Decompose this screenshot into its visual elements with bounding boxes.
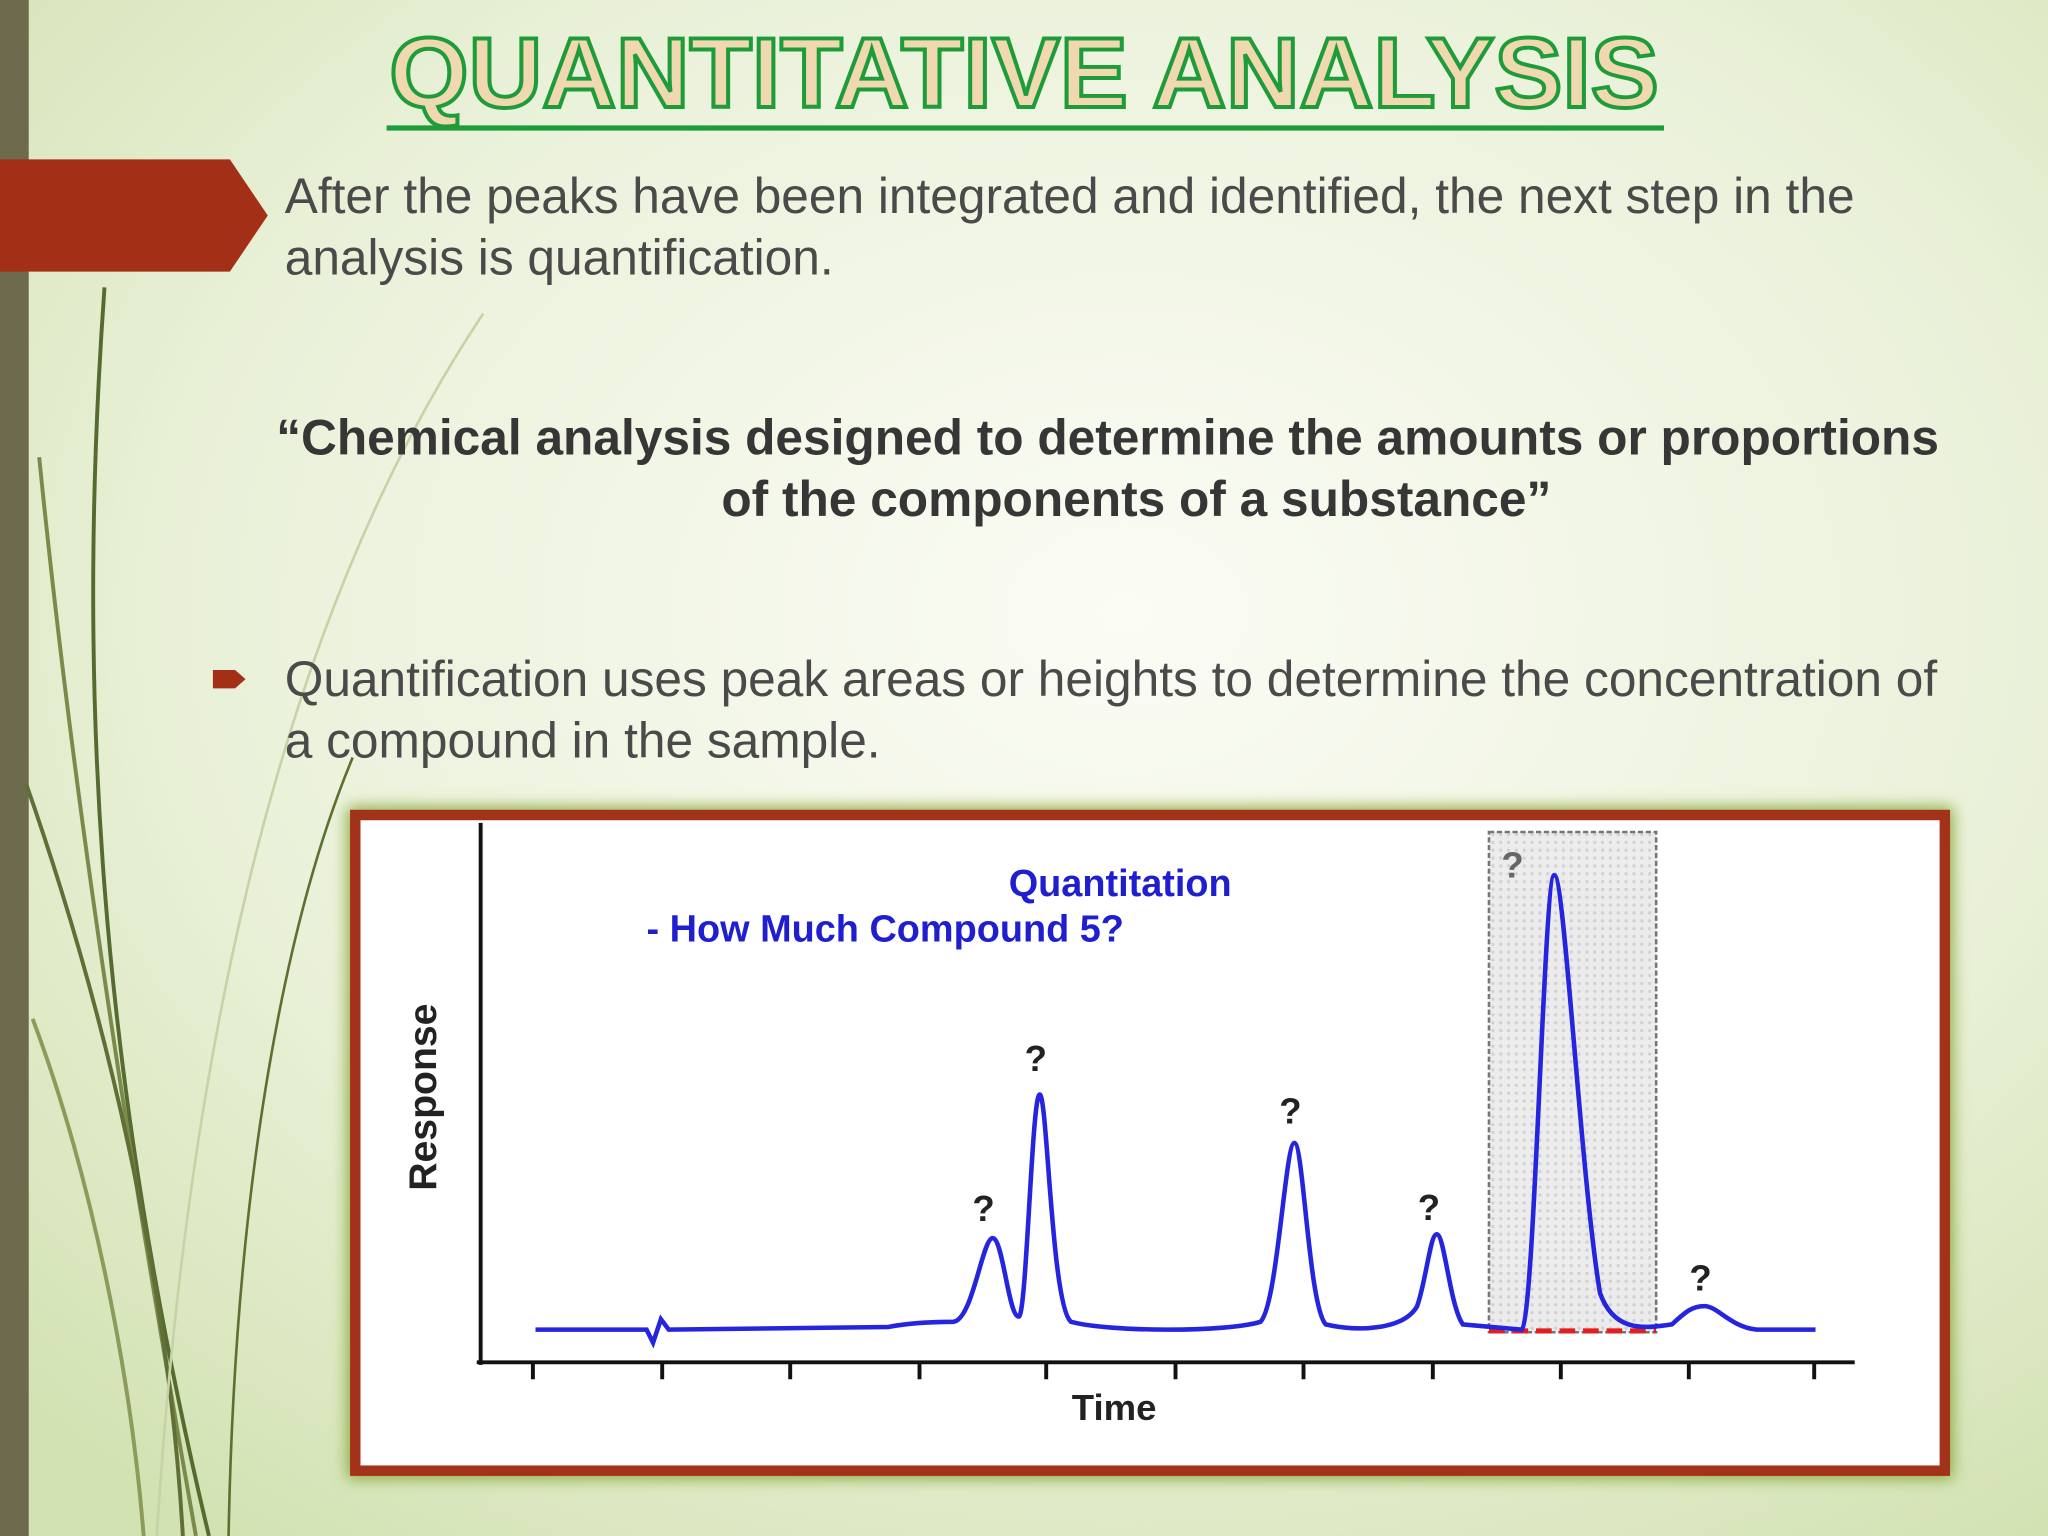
peak-label: ? (1689, 1257, 1711, 1298)
intro-line: analysis is quantification. (285, 229, 834, 285)
peak-label: ? (1279, 1090, 1301, 1131)
highlight-box (1487, 830, 1658, 1334)
decor-swooshes (24, 287, 485, 1536)
y-axis-label: Response (402, 1004, 445, 1191)
figure-subtitle: - How Much Compound 5? (647, 909, 1124, 951)
bullet-line: Quantification uses peak areas or height… (285, 651, 1938, 707)
x-axis-label: Time (1072, 1387, 1157, 1428)
peak-label: ? (1025, 1038, 1047, 1079)
x-ticks (530, 1362, 1817, 1380)
figure: Quantitation - How Much Compound 5? Resp… (347, 807, 1953, 1479)
bullet-icon (212, 670, 246, 689)
figure-frame (350, 809, 1951, 1476)
chromatogram-trace (535, 872, 1816, 1349)
bullet-line: a compound in the sample. (285, 713, 881, 769)
quote-line: of the components of a substance” (721, 471, 1551, 527)
quote-line: “Chemical analysis designed to determine… (276, 410, 1939, 466)
figure-title: Quantitation (1009, 863, 1232, 905)
peak-label: ? (1501, 845, 1523, 886)
peak-label: ? (1418, 1187, 1440, 1228)
intro-line: After the peaks have been integrated and… (285, 168, 1855, 224)
title: QUANTITATIVE ANALYSIS (389, 18, 1659, 129)
peak-label: ? (972, 1188, 994, 1229)
arrow-banner (0, 159, 268, 272)
